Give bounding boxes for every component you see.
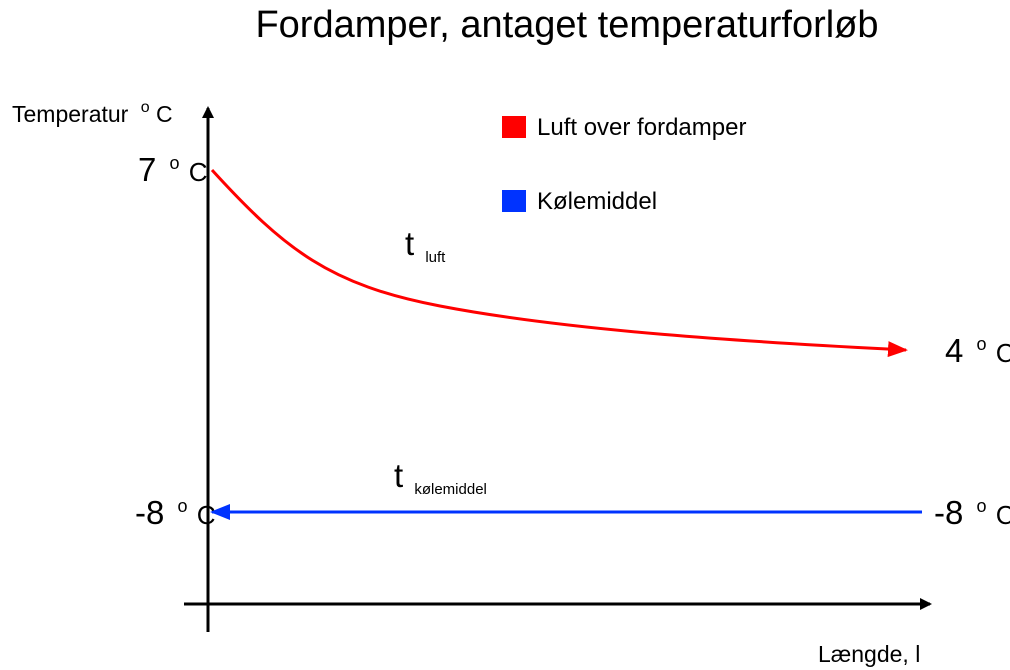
left-refrigerant-temp-label: -8 o C <box>135 482 215 531</box>
y-axis-label: Temperatur o C <box>12 91 173 127</box>
legend-label-refrigerant: Kølemiddel <box>537 188 657 215</box>
legend-swatch-refrigerant <box>502 190 526 212</box>
x-axis-label: Længde, l <box>818 641 920 667</box>
diagram-title: Fordamper, antaget temperaturforløb <box>255 4 878 46</box>
end-temp-label: 4 o C <box>945 320 1010 369</box>
legend-swatch-air <box>502 116 526 138</box>
right-refrigerant-temp-label: -8 o C <box>934 482 1010 531</box>
air-temperature-curve <box>210 168 908 358</box>
start-temp-label: 7 o C <box>138 139 208 188</box>
refrigerant-line-label: t kølemiddel <box>394 457 487 498</box>
legend-label-air: Luft over fordamper <box>537 114 746 141</box>
air-curve-label: t luft <box>405 225 446 266</box>
